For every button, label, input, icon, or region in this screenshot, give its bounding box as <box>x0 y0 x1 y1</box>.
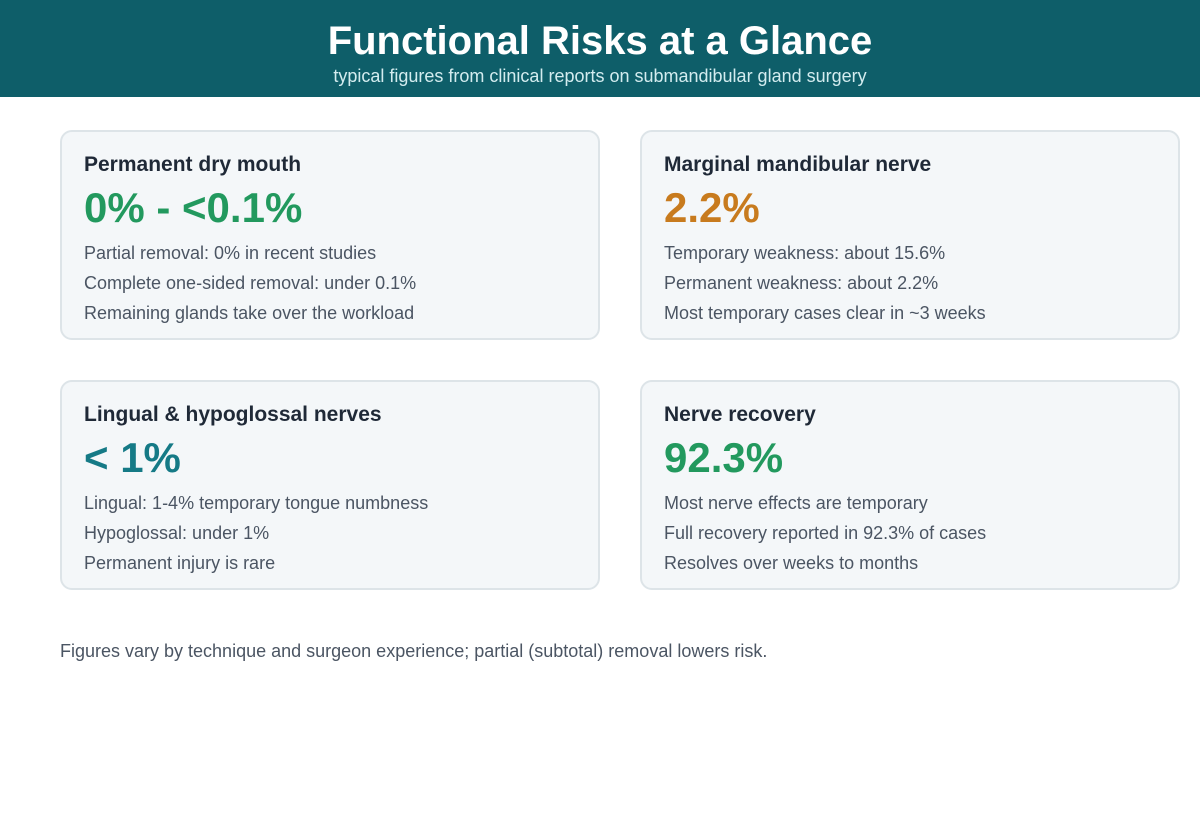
card-detail-line: Permanent injury is rare <box>84 553 276 573</box>
card-detail-line: Most nerve effects are temporary <box>664 493 928 513</box>
risk-card-marginal-mandibular-nerve: Marginal mandibular nerve 2.2% Temporary… <box>640 130 1180 340</box>
card-detail-line: Lingual: 1-4% temporary tongue numbness <box>84 493 429 513</box>
card-detail-line: Resolves over weeks to months <box>664 553 919 573</box>
risk-card-nerve-recovery: Nerve recovery 92.3% Most nerve effects … <box>640 380 1180 590</box>
card-detail-line: Complete one-sided removal: under 0.1% <box>84 273 417 293</box>
card-detail-line: Temporary weakness: about 15.6% <box>664 243 946 263</box>
card-detail-line: Remaining glands take over the workload <box>84 303 415 323</box>
card-title: Lingual & hypoglossal nerves <box>84 403 382 426</box>
risk-card-dry-mouth: Permanent dry mouth 0% - <0.1% Partial r… <box>60 130 600 340</box>
card-value: < 1% <box>84 434 181 481</box>
page-subtitle: typical figures from clinical reports on… <box>333 66 867 86</box>
card-detail-line: Most temporary cases clear in ~3 weeks <box>664 303 986 323</box>
card-detail-line: Hypoglossal: under 1% <box>84 523 270 543</box>
card-title: Marginal mandibular nerve <box>664 153 932 176</box>
card-detail-line: Partial removal: 0% in recent studies <box>84 243 377 263</box>
card-value: 2.2% <box>664 184 760 231</box>
card-detail-line: Permanent weakness: about 2.2% <box>664 273 939 293</box>
card-title: Permanent dry mouth <box>84 153 302 176</box>
card-value: 0% - <0.1% <box>84 184 303 231</box>
risk-card-lingual-hypoglossal: Lingual & hypoglossal nerves < 1% Lingua… <box>60 380 600 590</box>
footnote: Figures vary by technique and surgeon ex… <box>60 641 768 661</box>
card-value: 92.3% <box>664 434 784 481</box>
card-detail-line: Full recovery reported in 92.3% of cases <box>664 523 987 543</box>
page-title: Functional Risks at a Glance <box>327 19 873 63</box>
page-header: Functional Risks at a Glance typical fig… <box>0 0 1200 97</box>
card-title: Nerve recovery <box>664 403 816 426</box>
